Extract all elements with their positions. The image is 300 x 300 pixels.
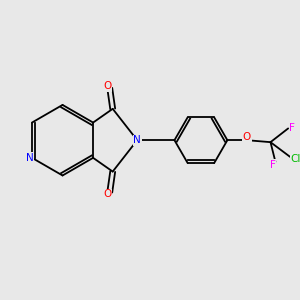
Text: O: O xyxy=(243,132,251,142)
Text: N: N xyxy=(133,135,141,145)
Text: F: F xyxy=(289,123,295,134)
Text: O: O xyxy=(104,189,112,199)
Text: N: N xyxy=(26,153,34,163)
Text: Cl: Cl xyxy=(291,154,300,164)
Text: O: O xyxy=(104,81,112,91)
Text: F: F xyxy=(269,160,275,170)
